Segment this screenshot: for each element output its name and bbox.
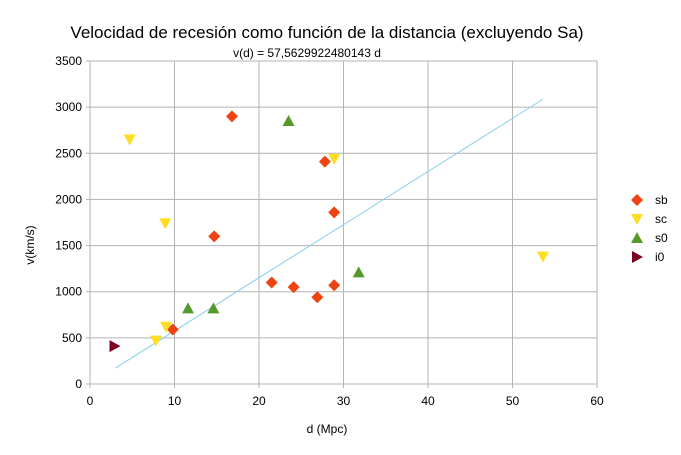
y-tick-label: 2000 (55, 192, 82, 206)
x-tick-label: 40 (421, 394, 435, 408)
y-axis-label: v(km/s) (23, 225, 37, 264)
y-tick-label: 1500 (55, 239, 82, 253)
data-point-s0 (182, 302, 195, 314)
tick-labels: 0 500 1000 1500 2000 2500 3000 3500 0 10 20 30 40 50 6… (55, 54, 604, 408)
legend-label-i0: i0 (655, 250, 665, 264)
chart-subtitle: v(d) = 57,5629922480143 d (233, 46, 381, 60)
y-tick-label: 2500 (55, 146, 82, 160)
legend-label-s0: s0 (655, 231, 668, 245)
data-point-sc (160, 321, 173, 333)
data-point-sb (318, 155, 331, 168)
legend: sb sc s0 i0 (631, 193, 668, 264)
x-tick-label: 0 (87, 394, 94, 408)
data-point-sb (208, 230, 221, 243)
legend-marker-sb (631, 194, 643, 206)
data-point-sc (536, 251, 549, 263)
data-point-sb (225, 110, 238, 123)
data-point-sb (328, 206, 341, 219)
data-point-sc (149, 335, 162, 347)
legend-marker-i0 (632, 251, 643, 263)
data-point-s0 (207, 302, 220, 314)
y-tick-label: 0 (75, 377, 82, 391)
legend-label-sc: sc (655, 212, 667, 226)
chart-title: Velocidad de recesión como función de la… (70, 23, 583, 42)
legend-marker-sc (631, 214, 643, 225)
data-point-i0 (109, 340, 121, 353)
x-tick-label: 30 (337, 394, 351, 408)
data-point-sc (159, 218, 172, 230)
x-tick-label: 50 (506, 394, 520, 408)
trendline-group (115, 98, 544, 369)
legend-marker-s0 (631, 232, 643, 243)
x-tick-label: 10 (168, 394, 182, 408)
data-point-sb (166, 323, 179, 336)
x-tick-label: 60 (590, 394, 604, 408)
trendline (115, 98, 544, 369)
data-point-s0 (352, 266, 365, 278)
data-point-sc (328, 153, 341, 165)
data-point-sb (328, 279, 341, 292)
y-tick-label: 3000 (55, 100, 82, 114)
y-tick-label: 1000 (55, 285, 82, 299)
grid (86, 60, 598, 388)
data-point-sb (311, 291, 324, 304)
data-point-s0 (282, 114, 295, 126)
x-axis-label: d (Mpc) (307, 422, 348, 436)
legend-label-sb: sb (655, 193, 668, 207)
data-point-sb (287, 281, 300, 294)
data-point-sc (123, 134, 136, 146)
y-tick-label: 500 (62, 331, 82, 345)
x-tick-label: 20 (252, 394, 266, 408)
data-point-sb (265, 276, 278, 289)
data-points (109, 110, 549, 353)
y-tick-label: 3500 (55, 54, 82, 68)
